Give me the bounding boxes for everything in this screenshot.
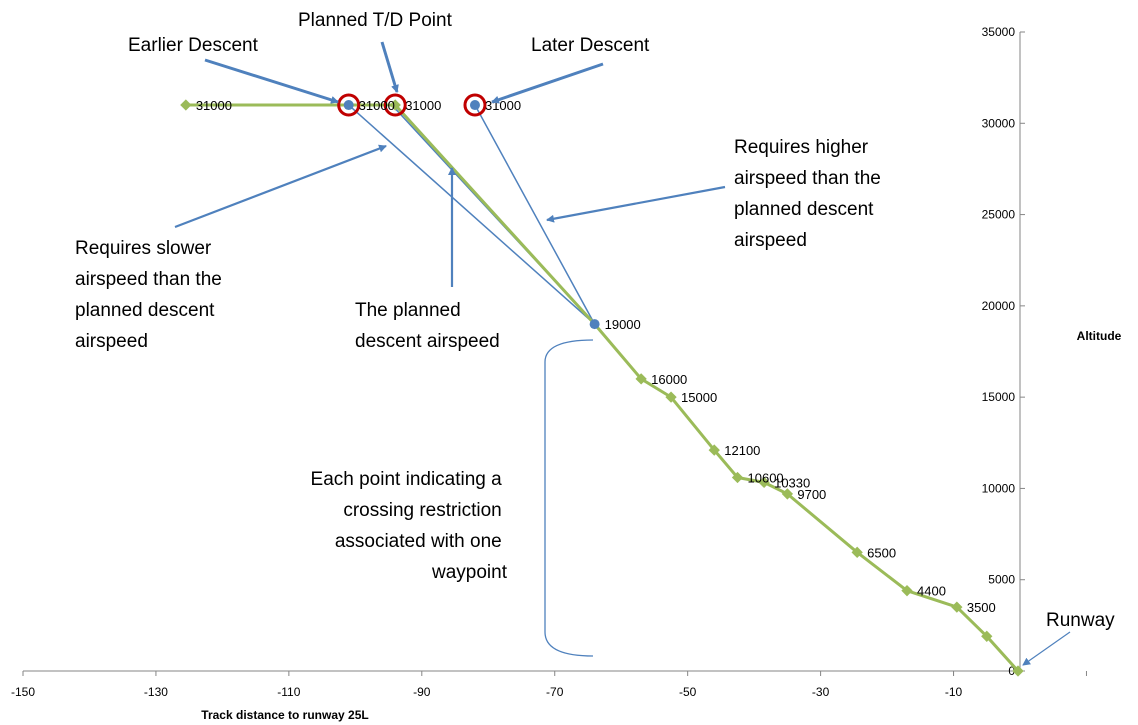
data-label: 10600 bbox=[748, 470, 784, 485]
data-label: 19000 bbox=[605, 317, 641, 332]
later-descent-arrow bbox=[491, 62, 604, 104]
x-tick-label: -110 bbox=[277, 685, 300, 699]
x-tick-label: -70 bbox=[546, 685, 564, 699]
highlight-ring bbox=[337, 93, 361, 117]
planned-td-arrow bbox=[380, 41, 399, 93]
x-axis-title: Track distance to runway 25L bbox=[201, 708, 368, 722]
x-tick-label: -50 bbox=[679, 685, 697, 699]
data-label: 4400 bbox=[917, 584, 946, 599]
descent-start-point bbox=[343, 100, 354, 111]
axes: -150 -130 -110 -90 -70 -50 -30 -10 0 5000 10000 150… bbox=[11, 25, 1087, 699]
series-layer bbox=[180, 93, 1024, 677]
slower-airspeed-arrow bbox=[174, 144, 387, 229]
highlight-ring bbox=[383, 93, 407, 117]
x-tick-label: -150 bbox=[11, 685, 35, 699]
runway-label: Runway bbox=[1046, 610, 1115, 631]
x-tick-label: -130 bbox=[144, 685, 168, 699]
earlier-descent-arrow bbox=[204, 58, 339, 104]
profile-point bbox=[635, 373, 647, 385]
y-tick-label: 20000 bbox=[982, 299, 1016, 313]
data-label: 3500 bbox=[967, 600, 996, 615]
planned-speed-label: The planned descent airspeed bbox=[355, 300, 500, 352]
descent-start-point bbox=[469, 100, 480, 111]
data-label: 16000 bbox=[651, 372, 687, 387]
profile-point bbox=[758, 476, 770, 489]
x-tick-label: -10 bbox=[945, 685, 963, 699]
descent-line bbox=[348, 104, 596, 325]
each-point-label: Each point indicating a crossing restric… bbox=[311, 469, 508, 583]
data-label: 31000 bbox=[405, 98, 441, 113]
y-tick-label: 10000 bbox=[982, 481, 1016, 495]
y-axis-title: Altitude bbox=[1077, 329, 1122, 343]
profile-point bbox=[1012, 665, 1024, 677]
descent-line bbox=[474, 104, 596, 325]
y-tick-label: 25000 bbox=[982, 208, 1016, 222]
x-tick-label: -30 bbox=[812, 685, 830, 699]
y-tick-label: 15000 bbox=[982, 390, 1016, 404]
higher-airspeed-label: Requires higher airspeed than the planne… bbox=[734, 137, 886, 251]
profile-point bbox=[951, 601, 963, 613]
data-label: 15000 bbox=[681, 390, 717, 405]
data-label: 9700 bbox=[797, 487, 826, 502]
data-label: 12100 bbox=[724, 443, 760, 458]
profile-point bbox=[851, 546, 863, 558]
data-label: 31000 bbox=[485, 98, 521, 113]
profile-point bbox=[901, 585, 913, 597]
data-labels: 31000 31000 19000 16000 15000 12100 1060010330… bbox=[196, 98, 996, 615]
slower-airspeed-label: Requires slower airspeed than the planne… bbox=[75, 238, 227, 352]
profile-point bbox=[981, 630, 993, 642]
later-descent-label: Later Descent bbox=[531, 35, 650, 56]
data-label: 31000 bbox=[196, 98, 232, 113]
y-tick-label: 35000 bbox=[982, 25, 1016, 39]
highlight-ring bbox=[463, 93, 487, 117]
y-tick-label: 0 bbox=[1008, 664, 1015, 678]
data-label: 10330 bbox=[774, 475, 810, 490]
annotation-arrows bbox=[174, 41, 726, 287]
planned-td-label: Planned T/D Point bbox=[298, 10, 453, 31]
data-label: 31000 bbox=[359, 98, 395, 113]
profile-point bbox=[589, 319, 600, 330]
earlier-descent-label: Earlier Descent bbox=[128, 35, 259, 56]
y-tick-label: 30000 bbox=[982, 116, 1016, 130]
runway-arrow bbox=[1022, 631, 1071, 666]
profile-point bbox=[180, 99, 192, 111]
profile-line bbox=[185, 103, 1020, 673]
profile-point bbox=[781, 488, 794, 500]
profile-point bbox=[731, 471, 744, 484]
data-label: 6500 bbox=[867, 545, 896, 560]
waypoints-brace bbox=[544, 339, 594, 657]
x-tick-label: -90 bbox=[413, 685, 431, 699]
profile-point bbox=[665, 391, 677, 403]
profile-point bbox=[708, 444, 720, 456]
y-tick-label: 5000 bbox=[988, 573, 1015, 587]
higher-airspeed-arrow bbox=[546, 185, 726, 223]
